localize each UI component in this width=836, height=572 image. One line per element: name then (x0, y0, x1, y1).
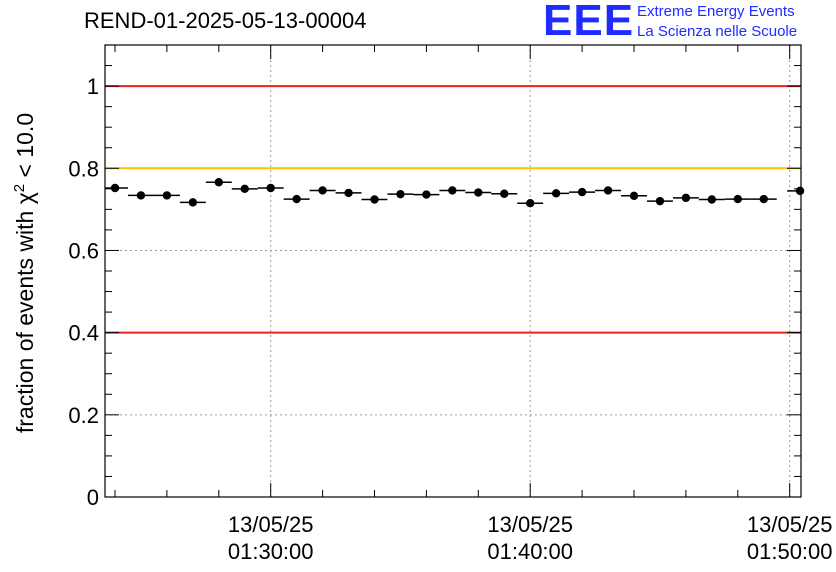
data-point (733, 194, 742, 204)
x-tick-label-time: 01:40:00 (487, 539, 573, 564)
data-point (551, 189, 561, 198)
data-point (396, 189, 405, 199)
y-tick-label: 0.6 (68, 238, 99, 263)
data-point (707, 195, 717, 204)
data-point (681, 193, 691, 203)
y-axis-label: fraction of events with χ2 < 10.0 (11, 113, 38, 433)
logo-tagline-2: La Scienza nelle Scuole (637, 23, 798, 40)
data-point (603, 186, 613, 195)
x-tick-label-date: 13/05/25 (228, 512, 314, 537)
data-point (655, 196, 665, 206)
x-tick-label-time: 01:30:00 (228, 539, 314, 564)
plot-title: REND-01-2025-05-13-00004 (84, 8, 367, 33)
y-tick-label: 0 (87, 485, 99, 510)
data-point (448, 186, 457, 195)
x-tick-label-date: 13/05/25 (747, 512, 833, 537)
data-point (500, 189, 509, 198)
eee-logo-mark: EEE (543, 0, 635, 45)
y-tick-label: 0.2 (68, 403, 99, 428)
x-tick-label-date: 13/05/25 (487, 512, 573, 537)
data-point (266, 183, 275, 193)
y-tick-label: 0.8 (68, 156, 99, 181)
data-point (474, 188, 483, 197)
data-point (526, 199, 535, 208)
x-tick-label-time: 01:50:00 (747, 539, 833, 564)
data-point (422, 190, 431, 199)
data-point (318, 186, 327, 195)
data-point (759, 194, 768, 204)
y-tick-label: 1 (87, 74, 99, 99)
data-point (240, 184, 249, 194)
data-point (629, 191, 639, 201)
data-point (292, 194, 301, 204)
data-point (188, 198, 198, 207)
data-point (577, 187, 587, 197)
data-point (795, 186, 805, 196)
data-point (214, 178, 223, 187)
data-point (136, 191, 146, 200)
data-point (370, 195, 379, 204)
logo-tagline-1: Extreme Energy Events (637, 3, 795, 20)
data-point (162, 191, 172, 200)
y-tick-label: 0.4 (68, 321, 99, 346)
eee-logo: EEE Extreme Energy Events La Scienza nel… (543, 0, 836, 44)
data-point (110, 183, 120, 193)
plot-area (105, 45, 801, 497)
data-point (344, 188, 353, 198)
